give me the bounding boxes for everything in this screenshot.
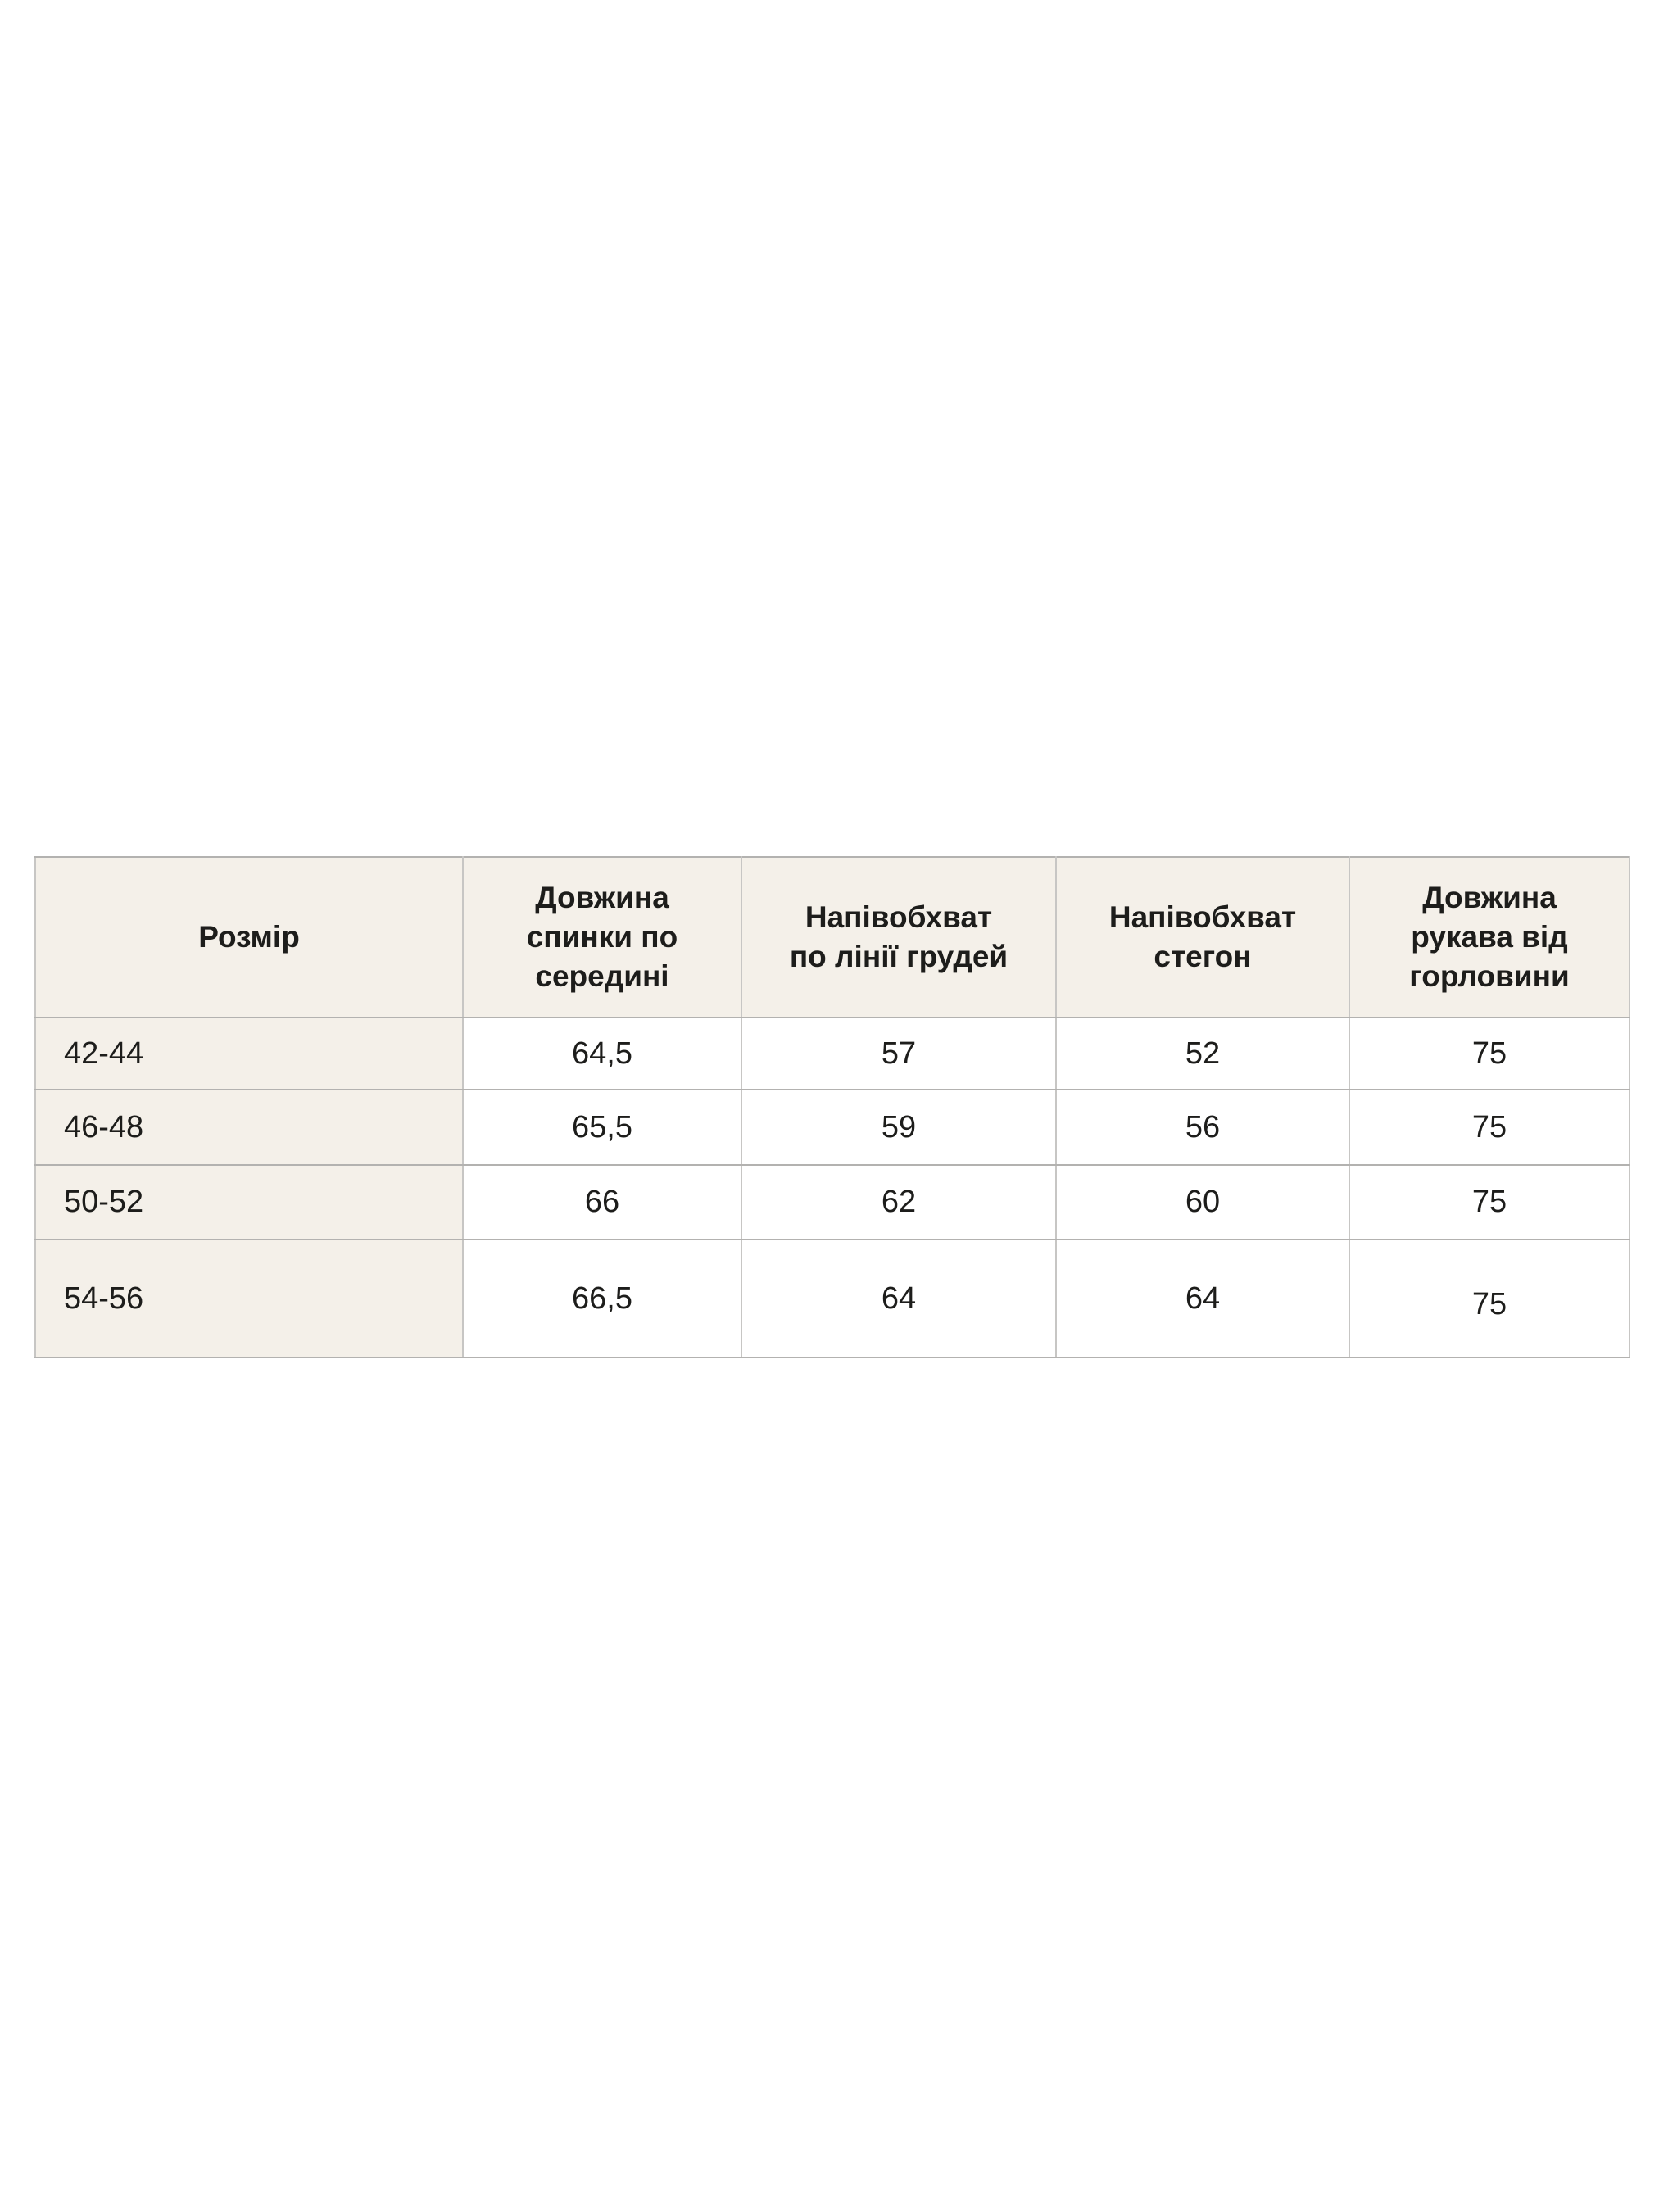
table-row: 46-48 65,5 59 56 75 [34,1089,1630,1166]
value-cell-hips: 52 [1055,1017,1350,1090]
value-cell-hips: 56 [1055,1089,1350,1166]
value-cell-chest: 59 [741,1089,1057,1166]
column-header-sleeve-length: Довжина рукава від горловини [1349,856,1630,1018]
value-cell-hips: 64 [1055,1239,1350,1358]
value-cell-hips: 60 [1055,1164,1350,1240]
size-cell: 50-52 [34,1164,464,1240]
value-cell-back-length: 65,5 [462,1089,742,1166]
value-cell-chest: 64 [741,1239,1057,1358]
size-cell: 42-44 [34,1017,464,1090]
value-cell-back-length: 64,5 [462,1017,742,1090]
value-cell-sleeve: 75 [1349,1089,1630,1166]
size-cell: 54-56 [34,1239,464,1358]
size-cell: 46-48 [34,1089,464,1166]
value-cell-chest: 57 [741,1017,1057,1090]
table-row: 50-52 66 62 60 75 [34,1164,1630,1240]
table-row: 54-56 66,5 64 64 75 [34,1239,1630,1358]
value-cell-sleeve: 75 [1349,1164,1630,1240]
column-header-back-length: Довжина спинки по середині [462,856,742,1018]
value-cell-chest: 62 [741,1164,1057,1240]
value-cell-back-length: 66,5 [462,1239,742,1358]
header-row: Розмір Довжина спинки по середині Напіво… [34,856,1630,1018]
value-cell-back-length: 66 [462,1164,742,1240]
value-cell-sleeve: 75 [1349,1017,1630,1090]
column-header-chest-half-girth: Напівобхват по лінії грудей [741,856,1057,1018]
table-row: 42-44 64,5 57 52 75 [34,1017,1630,1090]
value-cell-sleeve: 75 [1349,1239,1630,1358]
column-header-hips-half-girth: Напівобхват стегон [1055,856,1350,1018]
column-header-size: Розмір [34,856,464,1018]
size-table: Розмір Довжина спинки по середині Напіво… [34,856,1630,1358]
